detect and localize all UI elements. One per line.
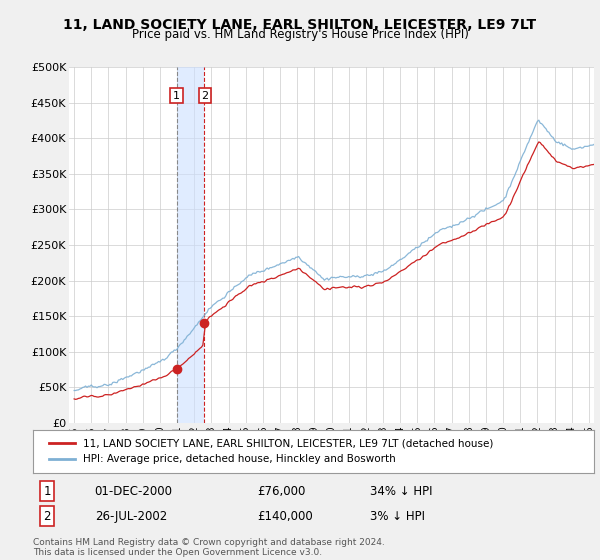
Text: £140,000: £140,000 [257, 510, 313, 523]
Bar [177, 67, 204, 423]
Text: Price paid vs. HM Land Registry's House Price Index (HPI): Price paid vs. HM Land Registry's House … [131, 28, 469, 41]
Legend: 11, LAND SOCIETY LANE, EARL SHILTON, LEICESTER, LE9 7LT (detached house), HPI: A: 11, LAND SOCIETY LANE, EARL SHILTON, LEI… [44, 433, 499, 470]
Text: 1: 1 [43, 485, 51, 498]
Text: 34% ↓ HPI: 34% ↓ HPI [370, 485, 432, 498]
Text: 26-JUL-2002: 26-JUL-2002 [95, 510, 167, 523]
Text: 11, LAND SOCIETY LANE, EARL SHILTON, LEICESTER, LE9 7LT: 11, LAND SOCIETY LANE, EARL SHILTON, LEI… [64, 18, 536, 32]
Text: Contains HM Land Registry data © Crown copyright and database right 2024.: Contains HM Land Registry data © Crown c… [33, 538, 385, 547]
Text: This data is licensed under the Open Government Licence v3.0.: This data is licensed under the Open Gov… [33, 548, 322, 557]
Text: 2: 2 [43, 510, 51, 523]
Text: 3% ↓ HPI: 3% ↓ HPI [370, 510, 425, 523]
Text: 2: 2 [202, 91, 209, 101]
Text: 1: 1 [173, 91, 180, 101]
Text: £76,000: £76,000 [257, 485, 306, 498]
Text: 01-DEC-2000: 01-DEC-2000 [95, 485, 173, 498]
